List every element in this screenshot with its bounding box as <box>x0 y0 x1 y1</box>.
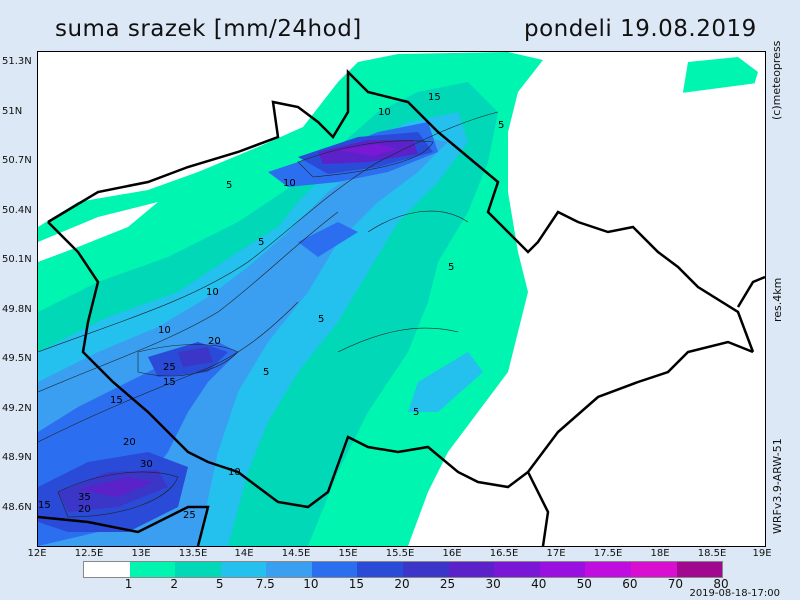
precipitation-field <box>38 52 765 546</box>
lat-label: 48.6N <box>2 502 32 513</box>
legend-value: 20 <box>394 577 410 591</box>
legend-swatch <box>266 562 312 577</box>
legend-value: 1 <box>124 577 133 591</box>
map-title: suma srazek [mm/24hod] <box>55 16 362 42</box>
contour-label: 10 <box>228 467 241 478</box>
legend-value: 30 <box>485 577 501 591</box>
contour-label: 5 <box>258 237 265 248</box>
lon-label: 16.5E <box>489 548 519 559</box>
lat-label: 50.7N <box>2 155 32 166</box>
lon-label: 14E <box>234 548 254 559</box>
contour-label: 15 <box>38 500 51 511</box>
lon-label: 15.5E <box>385 548 415 559</box>
contour-label: 10 <box>283 178 296 189</box>
border-slovakia <box>526 471 550 546</box>
legend-swatch <box>630 562 677 577</box>
lon-label: 15E <box>338 548 358 559</box>
legend-value: 60 <box>622 577 638 591</box>
precipitation-legend <box>83 561 723 578</box>
lon-label: 17.5E <box>593 548 623 559</box>
legend-value: 50 <box>576 577 592 591</box>
contour-label: 20 <box>78 504 91 515</box>
contour-label: 10 <box>206 287 219 298</box>
lat-label: 49.5N <box>2 353 32 364</box>
contour-label: 30 <box>140 459 153 470</box>
lon-label: 16E <box>442 548 462 559</box>
contour-label: 35 <box>78 492 91 503</box>
no-precip-area <box>418 82 765 546</box>
legend-swatch <box>220 562 267 577</box>
run-timestamp: 2019-08-18-17:00 <box>689 588 780 599</box>
no-precip-area <box>38 202 158 262</box>
resolution-label: res.4km <box>771 277 784 322</box>
lon-label: 13.5E <box>178 548 208 559</box>
legend-swatch <box>403 562 449 577</box>
legend-value: 80 <box>713 577 729 591</box>
border-germany-austria <box>38 505 210 546</box>
contour-label: 5 <box>448 262 455 273</box>
lat-label: 49.2N <box>2 403 32 414</box>
legend-swatch <box>129 562 176 577</box>
lon-label: 14.5E <box>281 548 311 559</box>
contour-label: 5 <box>226 180 233 191</box>
legend-value: 2 <box>170 577 178 591</box>
lon-label: 13E <box>131 548 151 559</box>
lat-label: 50.4N <box>2 205 32 216</box>
model-label: WRFv3.9-ARW-51 <box>771 438 784 534</box>
lon-label: 17E <box>546 548 566 559</box>
legend-swatch <box>676 562 723 577</box>
lon-label: 18.5E <box>697 548 727 559</box>
forecast-date: pondeli 19.08.2019 <box>524 16 757 42</box>
border-czechia-north <box>47 68 755 353</box>
precip-band-7-5mm <box>408 352 483 412</box>
contour-label: 25 <box>183 510 196 521</box>
legend-swatch <box>585 562 631 577</box>
legend-swatch <box>175 562 221 577</box>
legend-value: 10 <box>303 577 319 591</box>
legend-swatch <box>448 562 495 577</box>
border-poland-east <box>736 275 765 308</box>
legend-value: 7.5 <box>255 577 275 591</box>
border-czechia <box>47 221 754 509</box>
lat-label: 48.9N <box>2 452 32 463</box>
legend-value: 5 <box>215 577 224 591</box>
legend-swatch <box>494 562 540 577</box>
contour-label: 5 <box>263 367 270 378</box>
precip-band-30mm <box>78 477 153 497</box>
legend-swatch <box>357 562 404 577</box>
legend-value: 40 <box>531 577 547 591</box>
contour-label: 5 <box>498 120 505 131</box>
lon-label: 12.5E <box>74 548 104 559</box>
lon-label: 19E <box>752 548 772 559</box>
legend-value: 25 <box>439 577 456 591</box>
precip-band-25mm <box>178 347 213 367</box>
contour-label: 25 <box>163 362 176 373</box>
contour-label: 20 <box>123 437 136 448</box>
contour-lines <box>38 111 499 518</box>
contour-label: 5 <box>318 314 325 325</box>
legend-swatch <box>311 562 358 577</box>
legend-value: 70 <box>667 577 684 591</box>
contour-label: 5 <box>413 407 420 418</box>
lon-label: 18E <box>650 548 670 559</box>
precip-band-15mm <box>298 222 358 257</box>
contour-label: 10 <box>158 325 171 336</box>
contour-label: 15 <box>110 395 123 406</box>
lat-label: 50.1N <box>2 254 32 265</box>
copyright-label: (c)meteopress <box>770 40 783 120</box>
contour-label: 10 <box>378 107 391 118</box>
precipitation-map: 15 5 10 10 5 5 5 10 5 10 20 25 15 5 15 5… <box>37 51 766 547</box>
lat-label: 51.3N <box>2 56 32 67</box>
legend-swatch <box>84 562 130 577</box>
lat-label: 49.8N <box>2 304 32 315</box>
lon-label: 12E <box>27 548 47 559</box>
legend-value: 15 <box>348 577 365 591</box>
contour-label: 15 <box>163 377 176 388</box>
lat-label: 51N <box>2 106 23 117</box>
precip-band-40mm <box>338 144 398 156</box>
contour-label: 15 <box>428 92 441 103</box>
country-borders <box>38 68 765 546</box>
contour-label: 20 <box>208 336 221 347</box>
legend-swatch <box>539 562 586 577</box>
